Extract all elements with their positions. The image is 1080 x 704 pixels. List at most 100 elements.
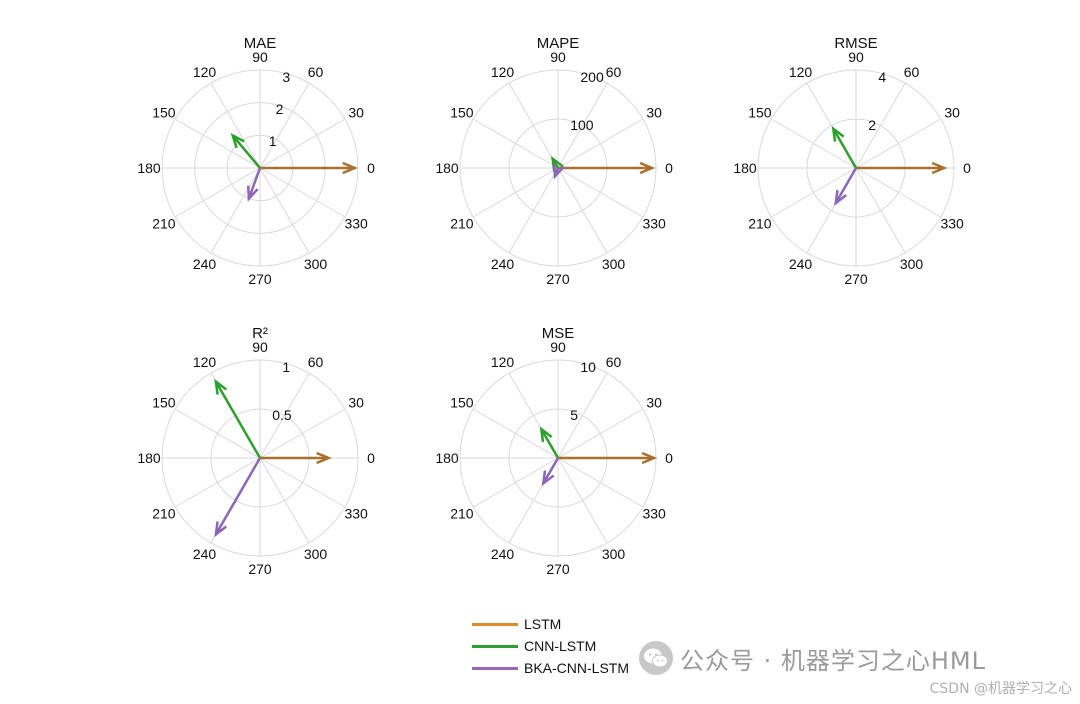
- angle-tick-label: 120: [491, 64, 515, 80]
- polar-chart-r: 0.5 1 0 30 60 90 120 150 180 210 240 270 300 330 R²: [137, 325, 375, 577]
- arrow-bka-cnn-lstm-shaft: [214, 457, 262, 536]
- angle-tick-label: 60: [904, 64, 920, 80]
- grid-spoke: [174, 118, 261, 169]
- grid-spoke: [174, 167, 261, 218]
- angle-tick-label: 90: [550, 49, 566, 65]
- arrow-cnn-lstm-shaft: [540, 428, 560, 459]
- angle-tick-label: 270: [844, 271, 868, 287]
- angle-tick-label: 300: [304, 546, 328, 562]
- wechat-watermark: 公众号 · 机器学习之心HML: [638, 640, 986, 676]
- arrow-lstm-head: [639, 161, 656, 175]
- angle-tick-label: 240: [193, 256, 217, 272]
- arrow-bka-cnn-lstm-shaft: [247, 167, 262, 200]
- grid-spoke: [259, 118, 346, 169]
- grid-ring: [161, 359, 359, 557]
- angle-tick-label: 210: [152, 506, 176, 522]
- arrow-lstm-head: [316, 451, 332, 465]
- arrow-bka-cnn-lstm-head: [541, 470, 555, 487]
- wechat-icon: [639, 641, 673, 675]
- angle-tick-label: 180: [435, 450, 459, 466]
- angle-tick-label: 240: [491, 546, 515, 562]
- chart-title: MAPE: [537, 35, 580, 52]
- csdn-credit: CSDN @机器学习之心: [929, 681, 1072, 697]
- legend: LSTM CNN-LSTM BKA-CNN-LSTM: [472, 613, 629, 679]
- grid-ring: [161, 69, 359, 267]
- angle-tick-label: 150: [152, 395, 176, 411]
- angle-tick-label: 240: [789, 256, 813, 272]
- arrow-bka-cnn-lstm-shaft: [542, 457, 560, 485]
- angle-tick-label: 0: [665, 450, 673, 466]
- radial-tick-label: 2: [276, 101, 284, 117]
- grid-spoke: [259, 167, 346, 218]
- legend-label-lstm: LSTM: [524, 616, 562, 632]
- angle-tick-label: 330: [344, 506, 368, 522]
- angle-tick-label: 330: [344, 216, 368, 232]
- grid-spoke: [259, 167, 310, 254]
- radial-tick-label: 1: [282, 359, 290, 375]
- chart-title: MAE: [244, 35, 277, 52]
- arrow-cnn-lstm-shaft: [214, 380, 262, 459]
- angle-tick-label: 30: [348, 105, 364, 121]
- angle-tick-label: 0: [367, 160, 375, 176]
- angle-tick-label: 180: [733, 160, 757, 176]
- radial-tick-label: 5: [570, 407, 578, 423]
- legend-swatch-cnn-lstm: [472, 644, 518, 648]
- angle-tick-label: 60: [308, 354, 324, 370]
- arrow-cnn-lstm-head: [230, 132, 245, 149]
- legend-item-cnn-lstm: CNN-LSTM: [472, 635, 629, 657]
- grid-spoke: [259, 82, 310, 169]
- angle-tick-label: 60: [308, 64, 324, 80]
- radial-tick-label: 200: [580, 69, 604, 85]
- legend-label-bka-cnn-lstm: BKA-CNN-LSTM: [524, 660, 630, 676]
- arrow-bka-cnn-lstm-head: [246, 185, 259, 202]
- angle-tick-label: 30: [348, 395, 364, 411]
- angle-tick-label: 150: [748, 105, 772, 121]
- radial-tick-label: 10: [580, 359, 596, 375]
- arrow-bka-cnn-lstm-shaft: [834, 167, 858, 204]
- arrow-cnn-lstm-shaft: [231, 134, 261, 169]
- arrow-bka-cnn-lstm-head: [553, 163, 565, 180]
- angle-tick-label: 330: [940, 216, 964, 232]
- grid-spoke: [210, 82, 261, 169]
- angle-tick-label: 30: [646, 105, 662, 121]
- angle-tick-label: 90: [550, 339, 566, 355]
- angle-tick-label: 180: [137, 160, 161, 176]
- grid-ring: [757, 69, 955, 267]
- angle-tick-label: 240: [491, 256, 515, 272]
- chart-title: R²: [252, 325, 268, 342]
- angle-tick-label: 270: [248, 561, 272, 577]
- angle-tick-label: 300: [304, 256, 328, 272]
- arrow-bka-cnn-lstm-head: [834, 189, 847, 206]
- angle-tick-label: 0: [367, 450, 375, 466]
- arrow-lstm-head: [641, 451, 658, 465]
- watermark-text: 公众号 · 机器学习之心HML: [680, 646, 987, 675]
- angle-tick-label: 180: [137, 450, 161, 466]
- polar-chart-mse: 5 10 0 30 60 90 120 150 180 210 240 270 300 330 MSE: [435, 325, 673, 577]
- legend-swatch-bka-cnn-lstm: [472, 666, 518, 670]
- angle-tick-label: 150: [450, 395, 474, 411]
- angle-tick-label: 120: [491, 354, 515, 370]
- angle-tick-label: 90: [252, 49, 268, 65]
- angle-tick-label: 270: [546, 561, 570, 577]
- radial-tick-label: 1: [269, 133, 277, 149]
- arrow-bka-cnn-lstm-head: [214, 521, 227, 538]
- grid-ring: [459, 69, 657, 267]
- angle-tick-label: 150: [450, 105, 474, 121]
- legend-item-bka-cnn-lstm: BKA-CNN-LSTM: [472, 657, 629, 679]
- angle-tick-label: 60: [606, 354, 622, 370]
- arrow-lstm-head: [342, 161, 358, 175]
- angle-tick-label: 330: [642, 216, 666, 232]
- angle-tick-label: 30: [944, 105, 960, 121]
- angle-tick-label: 300: [602, 256, 626, 272]
- angle-tick-label: 150: [152, 105, 176, 121]
- angle-tick-label: 60: [606, 64, 622, 80]
- radial-tick-label: 100: [570, 117, 594, 133]
- arrow-cnn-lstm-shaft: [832, 128, 858, 169]
- angle-tick-label: 90: [252, 339, 268, 355]
- angle-tick-label: 240: [193, 546, 217, 562]
- angle-tick-label: 210: [450, 216, 474, 232]
- arrow-cnn-lstm-head: [539, 426, 553, 443]
- radial-tick-label: 2: [868, 117, 876, 133]
